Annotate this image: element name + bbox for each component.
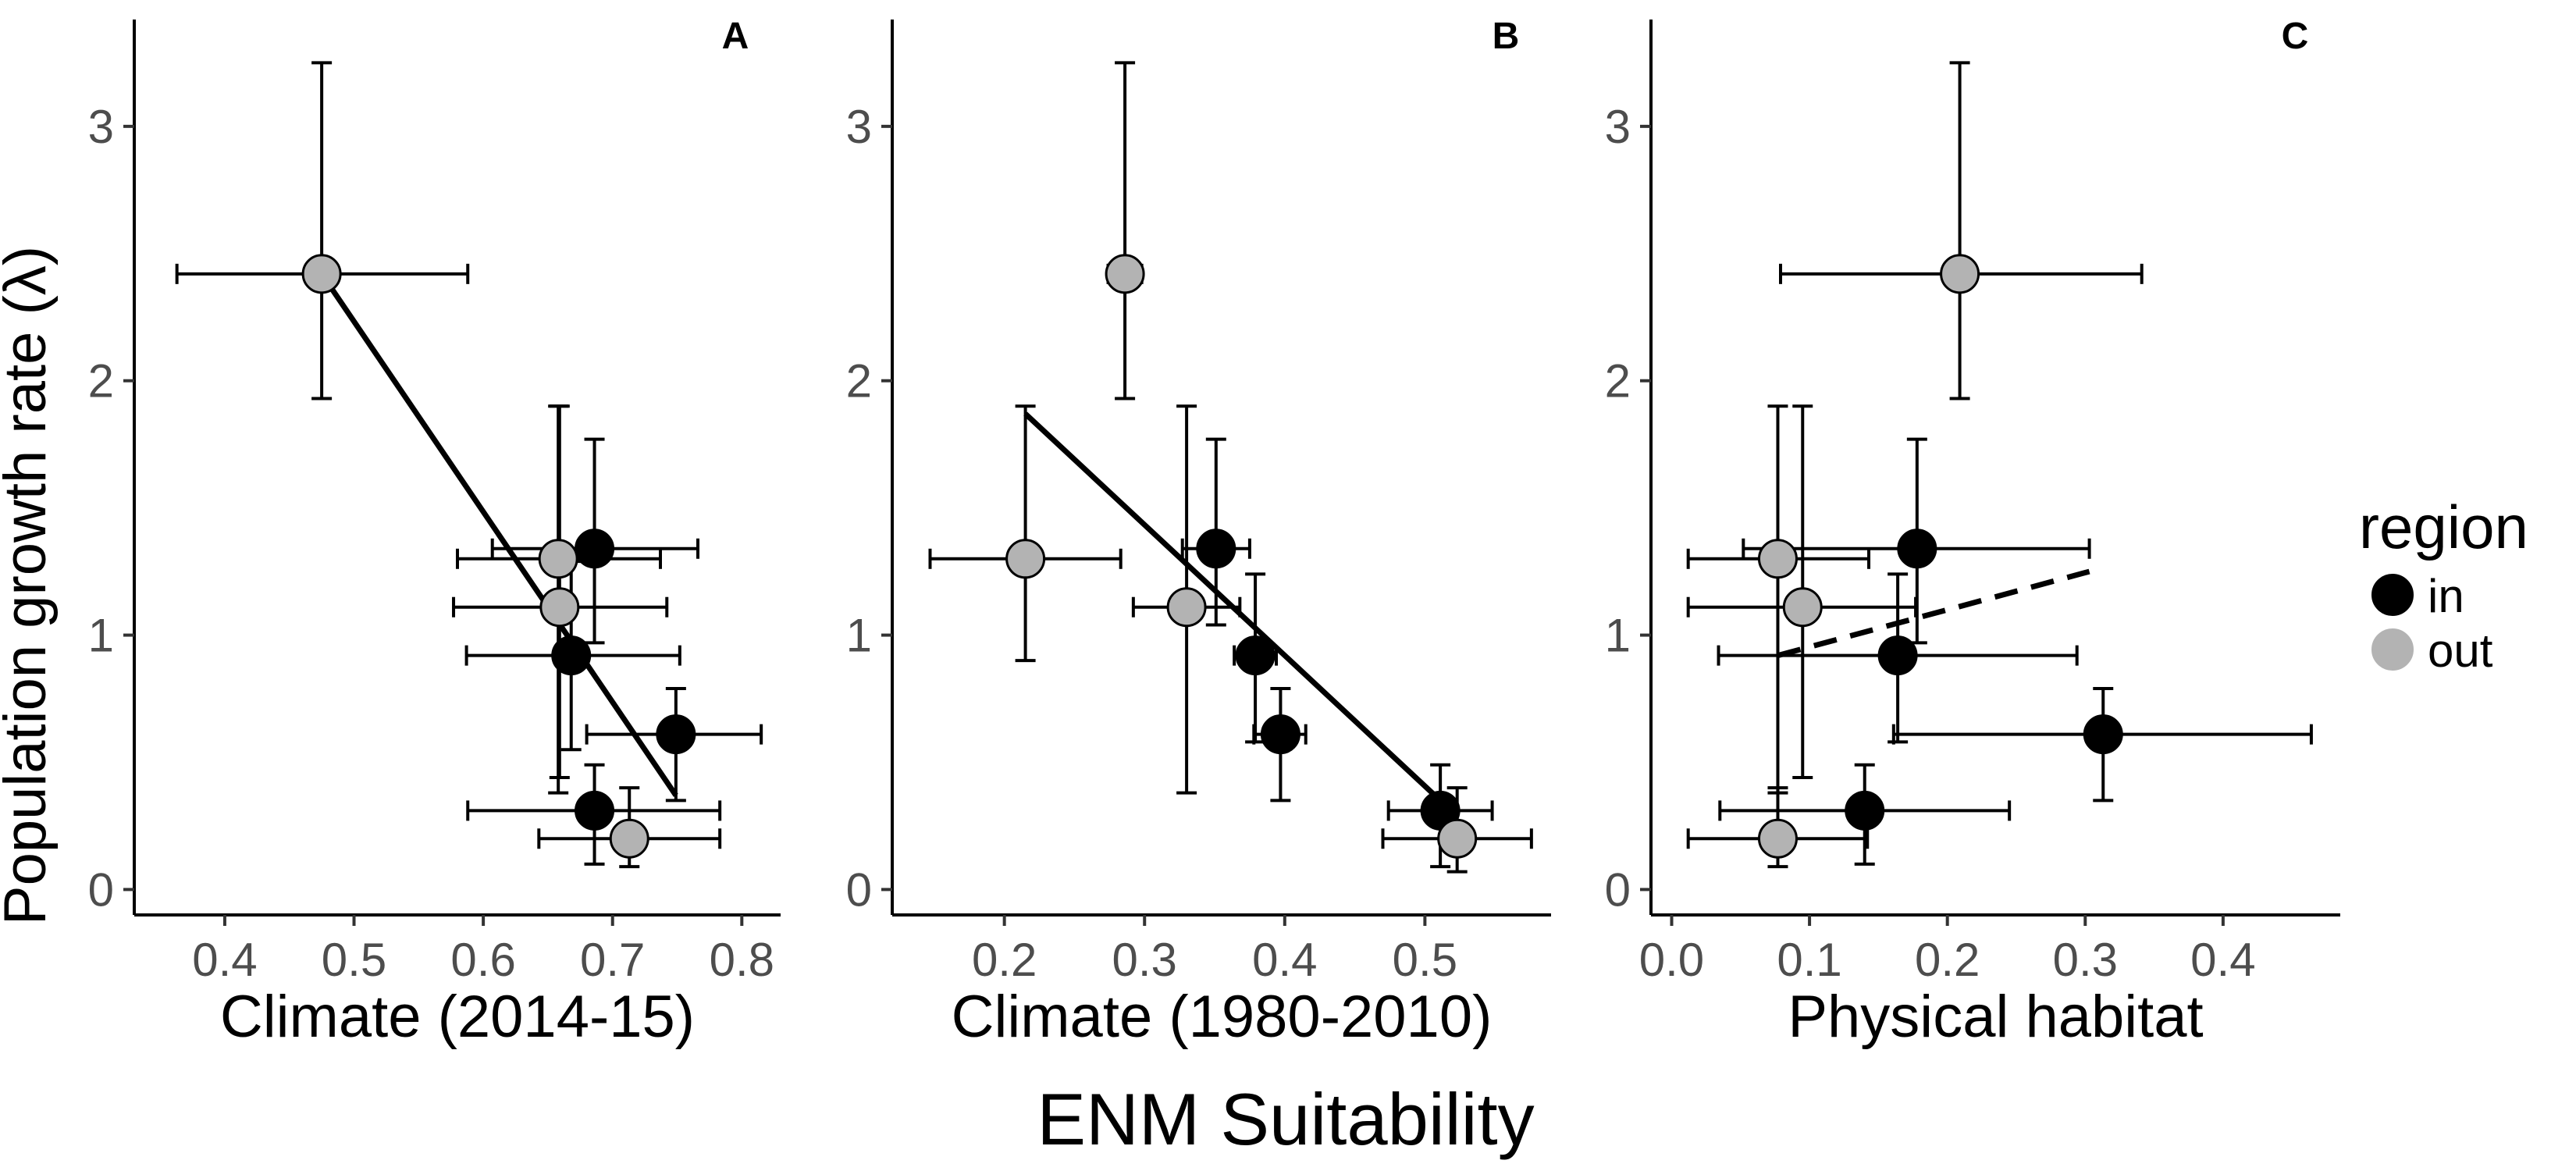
x-tick-label: 0.2 xyxy=(972,934,1037,986)
data-point-in xyxy=(656,714,696,755)
common-x-axis-label: ENM Suitability xyxy=(1037,1078,1534,1160)
data-point-out xyxy=(1757,539,1798,579)
y-tick-label: 2 xyxy=(1605,355,1631,408)
panel-a: 0 1 2 3 0.4 0.5 0.6 0.7 0.8 Climate (2014-15) A xyxy=(88,16,781,1050)
y-tick-label: 0 xyxy=(1605,863,1631,916)
x-axis-title: Climate (2014-15) xyxy=(220,984,695,1050)
data-point-out xyxy=(1940,254,1980,294)
x-tick-label: 0.8 xyxy=(710,934,774,986)
data-point-out xyxy=(1166,587,1207,628)
regression-line xyxy=(319,272,678,797)
data-point-in xyxy=(1235,635,1276,676)
x-tick-label: 0.5 xyxy=(1393,934,1457,986)
y-tick-label: 2 xyxy=(846,355,872,408)
x-tick-label: 0.2 xyxy=(1915,934,1980,986)
data-point-in xyxy=(1260,714,1300,755)
regression-line xyxy=(1777,568,2090,659)
data-point-out xyxy=(538,539,578,579)
data-point-in xyxy=(1877,635,1918,676)
data-point-in xyxy=(575,529,615,569)
y-tick-label: 0 xyxy=(88,863,114,916)
data-point-in xyxy=(1845,790,1885,831)
legend-label-out: out xyxy=(2428,625,2493,677)
data-point-out xyxy=(1105,254,1145,294)
panel-tag: B xyxy=(1493,16,1520,57)
data-point-out xyxy=(609,818,649,859)
x-tick-label: 0.3 xyxy=(2053,934,2118,986)
x-tick-label: 0.5 xyxy=(322,934,386,986)
y-tick-label: 3 xyxy=(88,101,114,153)
data-point-in xyxy=(1196,529,1236,569)
y-tick-label: 3 xyxy=(1605,101,1631,153)
x-tick-label: 0.4 xyxy=(1252,934,1317,986)
x-tick-label: 0.6 xyxy=(450,934,515,986)
legend-key-in xyxy=(2371,574,2414,616)
x-tick-label: 0.0 xyxy=(1639,934,1704,986)
y-tick-label: 1 xyxy=(88,610,114,662)
legend: region in out xyxy=(2359,493,2528,677)
x-tick-label: 0.4 xyxy=(192,934,257,986)
y-tick-label: 1 xyxy=(846,610,872,662)
x-tick-label: 0.1 xyxy=(1777,934,1841,986)
y-tick-label: 2 xyxy=(88,355,114,408)
data-point-in xyxy=(551,635,592,676)
y-tick-label: 0 xyxy=(846,863,872,916)
data-point-in xyxy=(1897,529,1937,569)
legend-key-out xyxy=(2371,628,2414,671)
x-tick-label: 0.3 xyxy=(1112,934,1177,986)
panel-tag: A xyxy=(722,16,749,57)
data-point-in xyxy=(575,790,615,831)
legend-title: region xyxy=(2359,493,2528,561)
data-point-out xyxy=(1005,539,1046,579)
data-point-out xyxy=(1782,587,1823,628)
data-point-out xyxy=(1437,818,1478,859)
y-tick-label: 1 xyxy=(1605,610,1631,662)
data-point-out xyxy=(539,587,580,628)
y-axis-label: Population growth rate (λ) xyxy=(0,246,59,925)
panel-tag: C xyxy=(2282,16,2309,57)
data-point-out xyxy=(301,254,342,294)
x-axis-title: Physical habitat xyxy=(1788,984,2203,1050)
regression-line xyxy=(1023,411,1443,803)
data-point-out xyxy=(1757,818,1798,859)
y-tick-label: 3 xyxy=(846,101,872,153)
x-tick-label: 0.4 xyxy=(2190,934,2255,986)
data-point-in xyxy=(2083,714,2123,755)
x-axis-title: Climate (1980-2010) xyxy=(952,984,1493,1050)
legend-label-in: in xyxy=(2428,570,2464,622)
x-tick-label: 0.7 xyxy=(580,934,645,986)
